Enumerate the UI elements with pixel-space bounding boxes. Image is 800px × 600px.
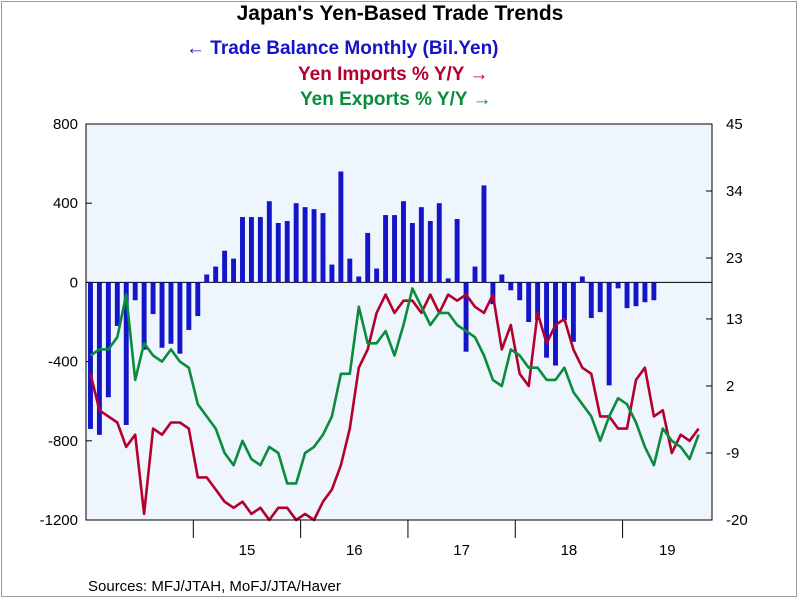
imports-line <box>89 293 700 522</box>
balance-bar <box>579 276 585 283</box>
right-axis-tick-label: -20 <box>726 512 748 529</box>
balance-bar <box>88 282 93 429</box>
balance-bar <box>311 209 317 283</box>
balance-bar <box>383 215 389 283</box>
legend-imports-label: Yen Imports % Y/Y <box>298 64 465 85</box>
balance-bar <box>338 171 344 283</box>
balance-bar <box>472 266 478 283</box>
balance-bar <box>418 207 424 283</box>
balance-bar <box>347 258 353 283</box>
x-axis-tick-label: 15 <box>239 542 256 559</box>
x-axis-tick-label: 16 <box>346 542 363 559</box>
right-axis-tick-label: 2 <box>726 378 734 395</box>
balance-bar <box>508 282 514 291</box>
balance-bar <box>561 282 567 321</box>
balance-bar <box>132 282 138 301</box>
balance-bar <box>284 221 290 283</box>
balance-bar <box>392 215 397 283</box>
plot-border <box>85 123 713 521</box>
left-axis-tick-label: 400 <box>53 195 78 212</box>
balance-bar <box>490 282 496 305</box>
balance-bar <box>374 268 380 283</box>
balance-bar <box>204 274 210 283</box>
legend-balance: ← Trade Balance Monthly (Bil.Yen) <box>186 38 499 60</box>
balance-bar <box>114 282 120 326</box>
balance-bar <box>624 282 630 309</box>
balance-bar <box>454 219 460 283</box>
balance-bar <box>213 266 219 283</box>
balance-bar <box>436 203 442 283</box>
legend-exports: Yen Exports % Y/Y → <box>300 89 492 111</box>
chart-title: Japan's Yen-Based Trade Trends <box>236 2 564 25</box>
balance-bar <box>365 232 371 283</box>
balance-bar <box>123 282 129 425</box>
balance-bar <box>96 282 102 435</box>
left-axis-tick-label: -400 <box>48 354 78 371</box>
x-axis-tick-label: 17 <box>453 542 470 559</box>
balance-bar <box>597 282 603 313</box>
right-axis-tick-label: 45 <box>726 116 743 133</box>
balance-bar <box>463 282 469 352</box>
balance-bar <box>401 201 406 283</box>
balance-bar <box>633 282 639 307</box>
left-axis-tick-label: -800 <box>48 433 78 450</box>
balance-bar <box>105 282 111 398</box>
right-arrow-icon: → <box>469 64 489 85</box>
legend-imports: Yen Imports % Y/Y → <box>298 64 488 86</box>
balance-bar <box>293 203 299 283</box>
balance-bar <box>257 217 263 283</box>
left-axis-tick-label: 800 <box>53 116 78 133</box>
x-axis-tick-label: 18 <box>561 542 578 559</box>
balance-bar <box>177 282 183 354</box>
balance-bar <box>526 282 532 322</box>
right-arrow-icon: → <box>472 89 492 110</box>
source-note: Sources: MFJ/JTAH, MoFJ/JTA/Haver <box>88 578 341 595</box>
balance-bar <box>356 276 362 283</box>
balance-bar <box>535 282 541 321</box>
balance-bar <box>606 282 612 386</box>
balance-bar <box>195 282 201 317</box>
balance-bar <box>231 258 237 283</box>
balance-bar <box>222 250 228 283</box>
left-axis-tick-label: -1200 <box>40 512 78 529</box>
balance-bar <box>570 282 576 342</box>
balance-bar <box>499 274 505 283</box>
balance-bar <box>168 282 174 344</box>
balance-bar <box>141 282 147 350</box>
balance-bar <box>642 282 648 303</box>
balance-bar <box>248 217 254 283</box>
balance-bar <box>427 221 433 283</box>
balance-bar <box>588 282 594 319</box>
balance-bar <box>544 282 550 358</box>
balance-bar <box>517 282 523 301</box>
right-axis-tick-label: 34 <box>726 183 743 200</box>
balance-bar <box>615 282 621 289</box>
legend-balance-label: Trade Balance Monthly (Bil.Yen) <box>210 38 499 59</box>
x-axis-tick-label: 19 <box>659 542 676 559</box>
left-axis-tick-label: 0 <box>70 274 78 291</box>
balance-bar <box>186 282 192 330</box>
balance-bar <box>159 282 165 348</box>
right-axis-tick-label: 23 <box>726 250 743 267</box>
exports-line <box>89 287 700 485</box>
legend-exports-label: Yen Exports % Y/Y <box>300 89 468 110</box>
balance-bar <box>150 282 156 315</box>
left-arrow-icon: ← <box>186 38 205 59</box>
balance-bar <box>481 185 487 283</box>
balance-bar <box>240 217 245 283</box>
balance-bar <box>275 223 281 283</box>
balance-bar <box>320 213 326 283</box>
balance-bar <box>409 223 415 283</box>
right-axis-tick-label: -9 <box>726 445 739 462</box>
right-axis-tick-label: 13 <box>726 311 743 328</box>
balance-bar <box>445 278 451 283</box>
balance-bar <box>651 282 657 301</box>
balance-bar <box>329 264 335 283</box>
balance-bar <box>302 207 308 283</box>
balance-bar <box>266 201 272 283</box>
